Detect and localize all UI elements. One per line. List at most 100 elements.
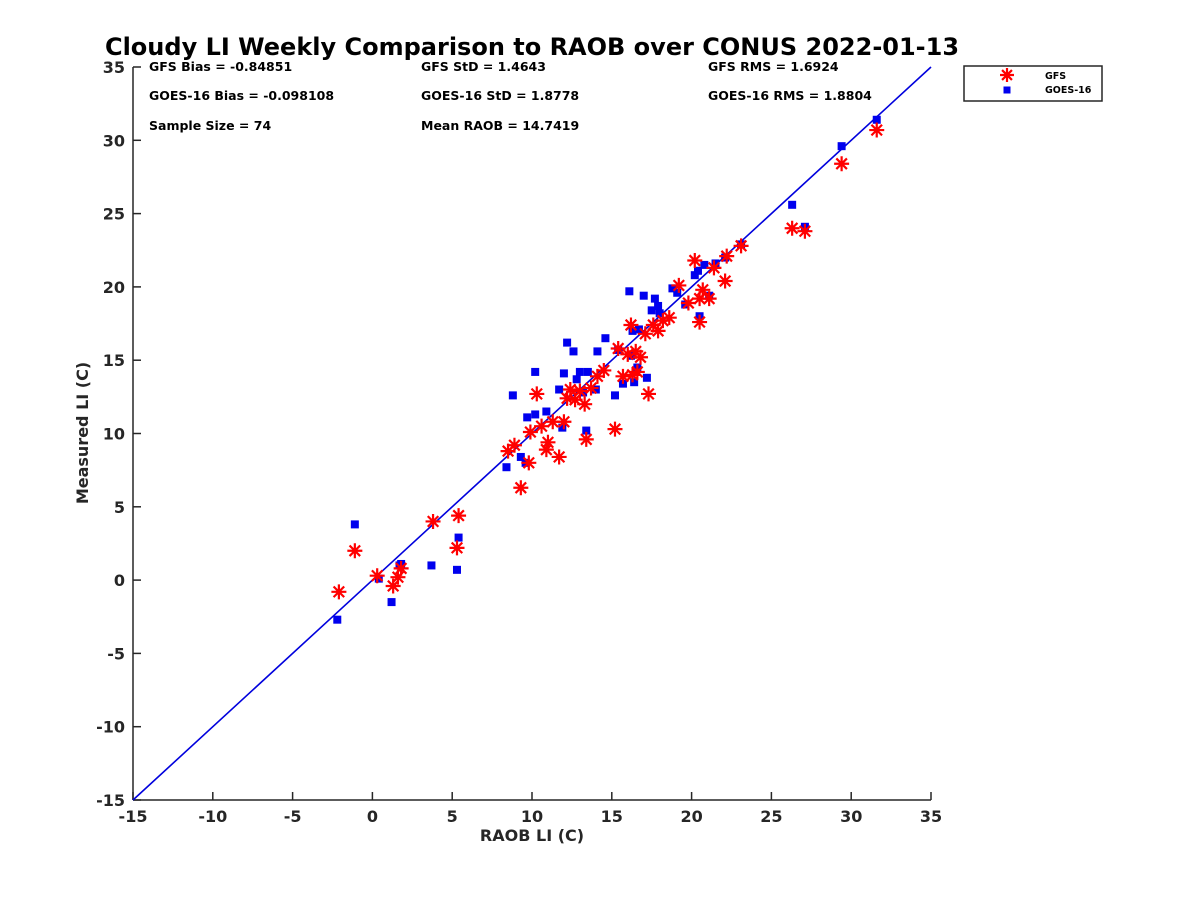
- goes-16-point: [690, 271, 699, 280]
- goes-16-point: [387, 598, 396, 607]
- chart-title: Cloudy LI Weekly Comparison to RAOB over…: [105, 33, 959, 61]
- stat-goes-bias: GOES-16 Bias = -0.098108: [149, 88, 334, 103]
- gfs-point: [615, 368, 631, 384]
- gfs-point: [623, 317, 639, 333]
- gfs-point: [625, 367, 641, 383]
- goes-16-point: [872, 115, 881, 124]
- y-tick-label: -15: [96, 791, 125, 810]
- gfs-point: [661, 310, 677, 326]
- goes-16-point: [575, 367, 584, 376]
- legend-box: [963, 65, 1103, 102]
- goes-16-point: [572, 375, 581, 384]
- gfs-point: [390, 569, 406, 585]
- gfs-point: [706, 260, 722, 276]
- x-tick-label: 15: [601, 807, 623, 826]
- stat-gfs-rms: GFS RMS = 1.6924: [708, 59, 839, 74]
- y-tick-label: 0: [114, 571, 125, 590]
- goes-16-point: [647, 306, 656, 315]
- goes-16-point: [542, 407, 551, 416]
- gfs-point: [589, 368, 605, 384]
- gfs-point: [671, 277, 687, 293]
- gfs-point: [687, 253, 703, 269]
- goes-16-point: [630, 378, 639, 387]
- goes-16-point: [579, 388, 588, 397]
- goes-16-point: [454, 533, 463, 542]
- goes-16-point: [788, 200, 797, 209]
- gfs-point: [521, 455, 537, 471]
- gfs-point: [680, 295, 696, 311]
- goes-16-point: [569, 347, 578, 356]
- gfs-point: [506, 437, 522, 453]
- gfs-point: [692, 314, 708, 330]
- goes-16-point: [673, 288, 682, 297]
- goes-16-point: [531, 367, 540, 376]
- legend-goes-square: [1003, 86, 1011, 94]
- gfs-point: [596, 362, 612, 378]
- gfs-point: [540, 434, 556, 450]
- goes-16-point: [583, 367, 592, 376]
- stat-gfs-bias: GFS Bias = -0.84851: [149, 59, 292, 74]
- y-tick-label: 15: [103, 351, 125, 370]
- gfs-point: [538, 442, 554, 458]
- gfs-point: [545, 414, 561, 430]
- goes-16-point: [558, 423, 567, 432]
- y-tick-label: -10: [96, 718, 125, 737]
- legend-gfs-asterisk: [1000, 68, 1014, 82]
- stat-goes-rms: GOES-16 RMS = 1.8804: [708, 88, 872, 103]
- gfs-point: [449, 540, 465, 556]
- goes-16-point: [559, 369, 568, 378]
- goes-16-point: [668, 284, 677, 293]
- gfs-point: [607, 421, 623, 437]
- gfs-point: [695, 282, 711, 298]
- goes-16-point: [639, 291, 648, 300]
- series-gfs: [331, 122, 885, 600]
- gfs-point: [331, 584, 347, 600]
- gfs-point: [641, 386, 657, 402]
- goes-16-point: [628, 326, 637, 335]
- gfs-point: [425, 513, 441, 529]
- goes-16-point: [591, 385, 600, 394]
- x-tick-label: 20: [680, 807, 702, 826]
- stat-mean-raob: Mean RAOB = 14.7419: [421, 118, 579, 133]
- legend-goes-marker: [1003, 86, 1011, 94]
- gfs-point: [620, 346, 636, 362]
- x-tick-label: -15: [119, 807, 148, 826]
- goes-16-point: [601, 334, 610, 343]
- gfs-point: [797, 223, 813, 239]
- y-tick-label: 5: [114, 498, 125, 517]
- goes-16-point: [502, 463, 511, 472]
- goes-16-point: [555, 385, 564, 394]
- y-tick-label: 25: [103, 205, 125, 224]
- goes-16-point: [634, 325, 643, 334]
- gfs-point: [559, 390, 575, 406]
- gfs-point: [562, 382, 578, 398]
- stats-panel: GFS Bias = -0.84851 GFS StD = 1.4643 GFS…: [149, 59, 872, 133]
- gfs-point: [701, 291, 717, 307]
- x-tick-label: 25: [760, 807, 782, 826]
- goes-16-point: [610, 391, 619, 400]
- gfs-point: [534, 418, 550, 434]
- gfs-point: [650, 323, 666, 339]
- gfs-point: [583, 380, 599, 396]
- goes-16-point: [654, 301, 663, 310]
- x-tick-label: 5: [447, 807, 458, 826]
- gfs-point: [572, 383, 588, 399]
- y-axis-label: Measured LI (C): [73, 362, 92, 504]
- x-tick-label: 0: [367, 807, 378, 826]
- legend: GFS GOES-16: [963, 65, 1103, 102]
- y-tick-label: -5: [107, 644, 125, 663]
- goes-16-point: [700, 260, 709, 269]
- goes-16-point: [837, 142, 846, 151]
- y-tick-label: 10: [103, 425, 125, 444]
- gfs-point: [529, 386, 545, 402]
- gfs-point: [393, 560, 409, 576]
- gfs-point: [556, 414, 572, 430]
- tick-layer: -15 -10 -5 0 5 10 15 20 25 30 35 -15 -10 -5 0 5 10 15 20 25…: [96, 58, 942, 826]
- goes-16-point: [642, 373, 651, 382]
- legend-gfs-marker: [1000, 68, 1014, 82]
- y-tick-label: 30: [103, 131, 125, 150]
- goes-16-point: [650, 294, 659, 303]
- stat-sample-size: Sample Size = 74: [149, 118, 271, 133]
- legend-gfs-label: GFS: [1045, 71, 1066, 82]
